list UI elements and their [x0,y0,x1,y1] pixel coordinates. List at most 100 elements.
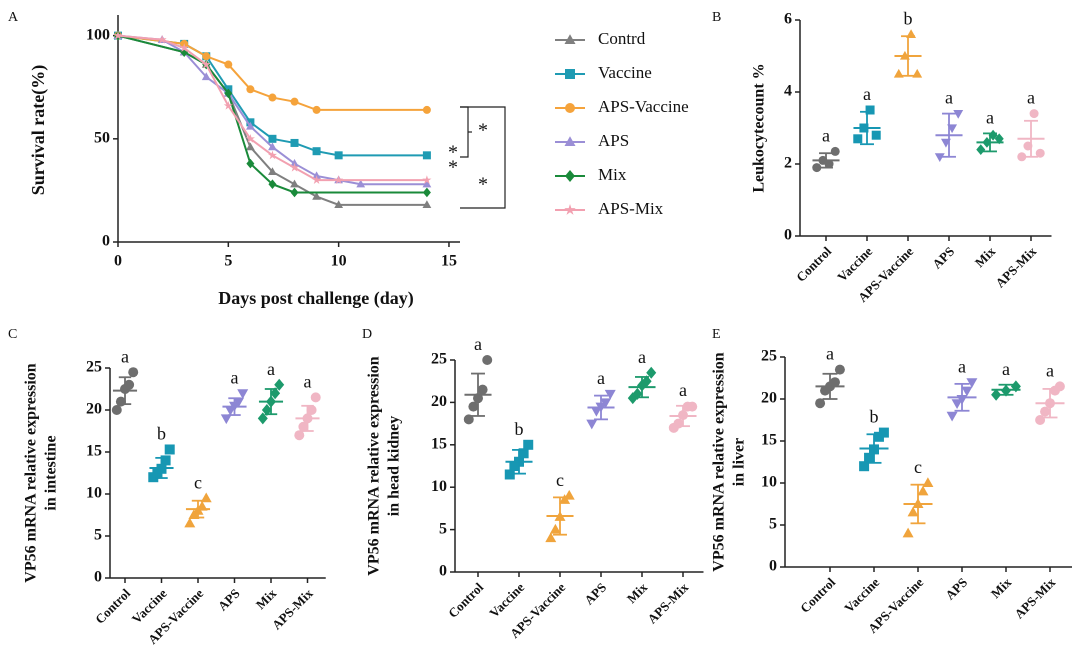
x-tick-label: Control [92,585,133,626]
group-letter: b [904,9,913,29]
y-axis-label: in head kidney [386,416,403,516]
annotation: * [478,120,488,142]
marker [245,142,255,151]
x-tick-label: Vaccine [834,243,875,284]
marker [334,200,344,209]
marker [646,366,657,379]
y-tick-label: 5 [439,520,447,537]
marker [902,527,914,538]
y-tick-label: 6 [784,11,792,28]
group-letter: a [231,367,239,387]
marker [233,397,245,408]
y-axis-label: VP56 mRNA relative expression [23,363,40,582]
marker [268,134,277,143]
group-letter: a [822,126,830,146]
marker [274,378,285,391]
y-tick-label: 0 [94,569,102,586]
group-letter: a [863,84,871,104]
marker [312,171,321,180]
marker [504,469,515,480]
marker [268,167,277,176]
y-tick-label: 10 [86,485,102,502]
marker [113,30,123,40]
x-tick-label: 5 [224,253,232,270]
marker [1035,148,1045,158]
y-tick-label: 20 [761,390,777,407]
marker [312,175,322,184]
legend-label: APS [598,131,629,150]
group-letter: a [267,359,275,379]
group-letter: a [826,344,834,364]
x-tick-label: Mix [253,585,280,612]
marker [518,448,529,459]
marker [422,151,431,160]
marker [237,389,249,399]
y-tick-label: 15 [86,443,102,460]
marker [604,389,616,400]
x-tick-label: Control [445,579,486,620]
marker [268,179,277,190]
marker [917,485,929,496]
group-letter: a [986,108,994,128]
marker [565,170,575,182]
marker [545,532,557,543]
marker [246,158,255,169]
marker [224,88,233,99]
marker [261,404,272,416]
y-tick-label: 4 [784,83,792,100]
marker [1035,415,1046,425]
x-tick-label: Mix [988,574,1015,601]
legend-label: Vaccine [598,63,652,82]
marker [830,146,840,156]
legend-label: Mix [598,165,627,184]
marker [590,406,602,417]
y-tick-label: 0 [784,227,792,244]
marker [201,59,211,69]
marker [201,72,211,81]
marker [853,134,863,144]
marker [312,147,321,156]
annotation: * [448,157,458,179]
marker [257,412,268,425]
marker [1054,381,1065,392]
y-tick-label: 0 [769,558,777,575]
x-tick-label: APS-Mix [1011,574,1058,621]
marker [468,401,479,412]
group-letter: a [679,380,687,400]
y-tick-label: 25 [761,348,777,365]
marker [289,162,300,172]
marker [164,444,175,455]
x-tick-label: Mix [972,243,999,270]
marker [966,378,978,388]
marker [310,392,321,403]
marker [859,461,870,472]
marker [951,399,963,409]
group-letter: a [1027,88,1035,108]
marker [290,97,299,106]
marker [946,411,958,422]
marker [294,430,305,441]
y-tick-label: 100 [86,26,110,43]
y-tick-label: 0 [439,563,447,580]
marker [245,121,255,130]
x-tick-label: 15 [441,253,457,270]
group-letter: a [304,372,312,392]
group-letter: b [515,419,524,439]
y-tick-label: 5 [94,527,102,544]
marker [180,47,189,57]
marker [246,85,255,94]
marker [565,103,575,113]
marker [564,34,576,44]
marker [907,506,919,517]
x-tick-label: APS [215,586,243,614]
panel-letter: D [362,327,372,342]
x-tick-label: APS-Mix [992,243,1039,290]
x-tick-label: APS-Mix [269,585,316,632]
marker [312,192,321,200]
marker [586,419,598,430]
marker [306,405,317,415]
marker [270,387,281,400]
annotation: * [478,174,488,196]
group-letter: c [914,457,922,477]
